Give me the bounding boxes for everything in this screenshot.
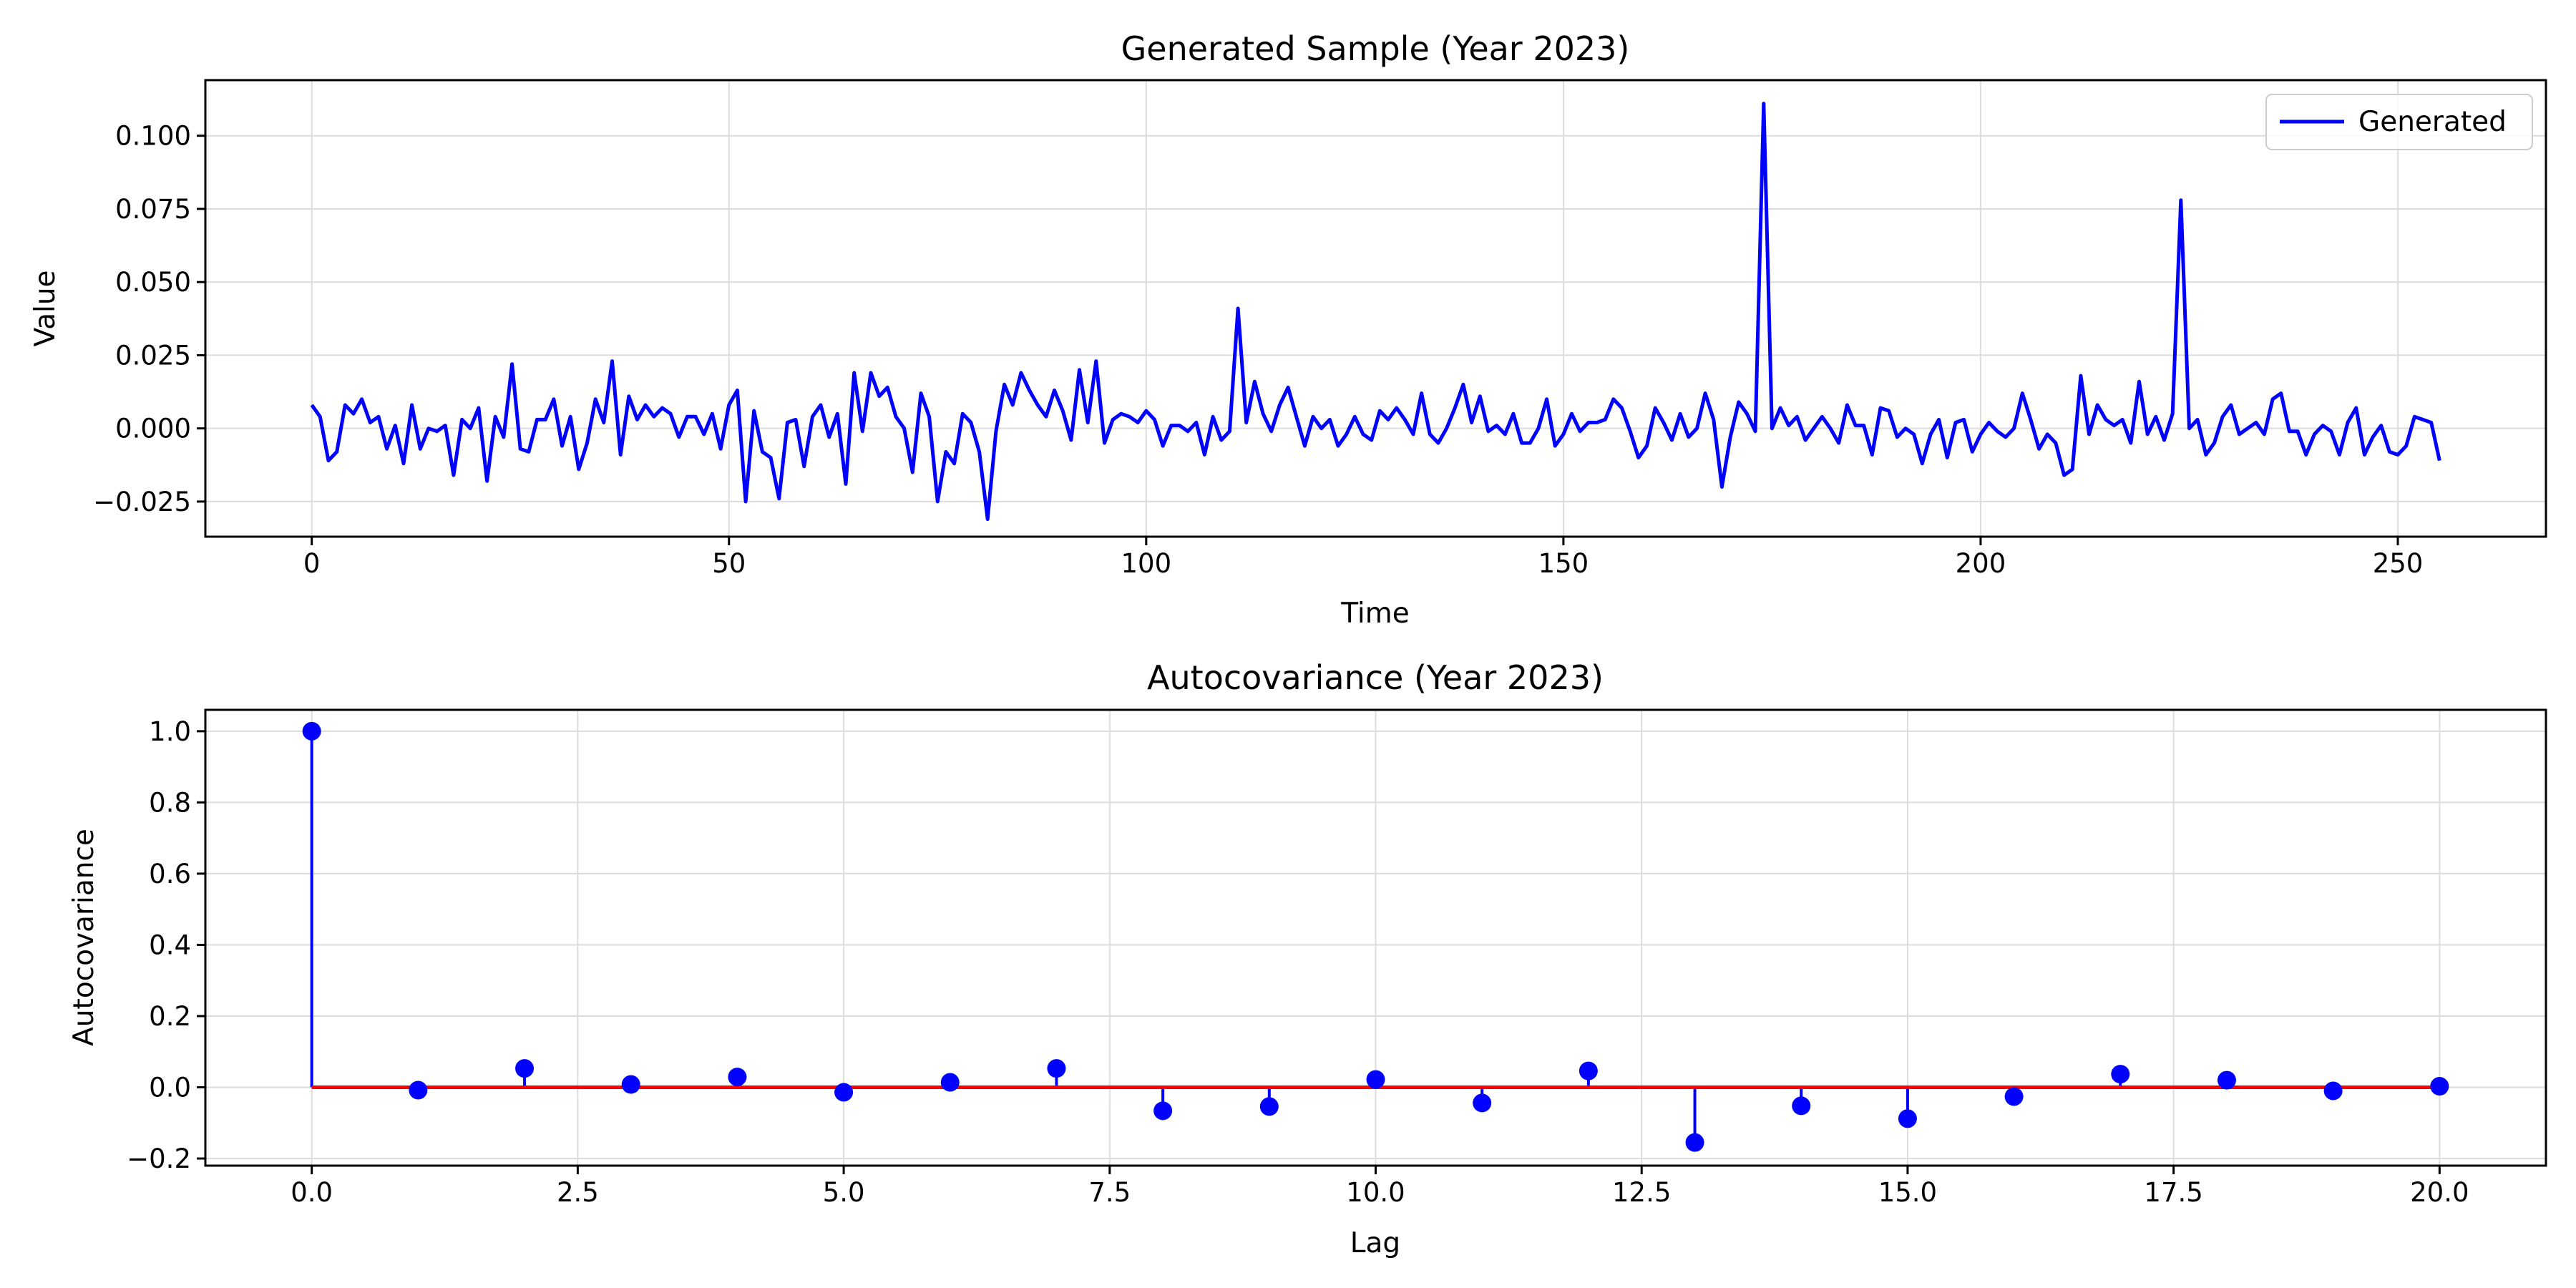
stem-marker bbox=[1579, 1061, 1598, 1080]
chart0-x-tick-label: 50 bbox=[712, 548, 746, 579]
chart1-y-tick-label: 1.0 bbox=[149, 716, 191, 747]
stem-marker bbox=[1898, 1109, 1917, 1128]
stem-marker bbox=[1366, 1070, 1385, 1089]
legend-label-generated: Generated bbox=[2358, 106, 2507, 138]
stem-marker bbox=[728, 1068, 747, 1087]
stem-marker bbox=[1685, 1133, 1704, 1152]
stem-marker bbox=[2430, 1077, 2449, 1096]
stem-marker bbox=[1153, 1101, 1173, 1121]
legend-box bbox=[2265, 94, 2533, 150]
chart0-y-tick-label: 0.025 bbox=[115, 340, 191, 371]
stem-marker bbox=[2217, 1070, 2236, 1090]
top-grid bbox=[205, 80, 2546, 537]
chart1-y-tick-label: 0.6 bbox=[149, 859, 191, 889]
stem-marker bbox=[2004, 1087, 2024, 1106]
stem-marker bbox=[940, 1073, 960, 1092]
chart1-x-tick-label: 15.0 bbox=[1878, 1177, 1937, 1208]
chart1-x-tick-label: 2.5 bbox=[557, 1177, 599, 1208]
top-ticks: 0 50 100 150 200 250 −0.025 0.000 0.025 0.050 0.07… bbox=[93, 121, 2423, 579]
autocovariance-stems bbox=[302, 721, 2449, 1152]
stem-marker bbox=[834, 1083, 854, 1102]
top-y-axis-label: Value bbox=[29, 270, 62, 346]
chart0-y-tick-label: −0.025 bbox=[93, 487, 191, 517]
stem-marker bbox=[621, 1075, 640, 1094]
chart1-y-tick-label: 0.0 bbox=[149, 1073, 191, 1103]
chart0-x-tick-label: 200 bbox=[1956, 548, 2006, 579]
stem-marker bbox=[1473, 1093, 1492, 1113]
chart1-x-tick-label: 0.0 bbox=[291, 1177, 333, 1208]
stem-marker bbox=[409, 1080, 428, 1100]
chart0-x-tick-label: 150 bbox=[1538, 548, 1589, 579]
top-x-axis-label: Time bbox=[1340, 597, 1409, 630]
chart1-x-tick-label: 12.5 bbox=[1612, 1177, 1671, 1208]
chart1-y-tick-label: 0.8 bbox=[149, 787, 191, 818]
chart0-y-tick-label: 0.100 bbox=[115, 121, 191, 152]
chart1-y-tick-label: 0.4 bbox=[149, 930, 191, 960]
stem-marker bbox=[2323, 1081, 2343, 1101]
chart0-x-tick-label: 250 bbox=[2373, 548, 2424, 579]
chart1-x-tick-label: 10.0 bbox=[1346, 1177, 1405, 1208]
chart1-x-tick-label: 17.5 bbox=[2144, 1177, 2202, 1208]
stem-marker bbox=[1259, 1097, 1279, 1116]
chart0-y-tick-label: 0.000 bbox=[115, 414, 191, 444]
chart1-y-tick-label: 0.2 bbox=[149, 1001, 191, 1032]
chart0-y-tick-label: 0.075 bbox=[115, 194, 191, 225]
bottom-x-axis-label: Lag bbox=[1350, 1227, 1400, 1259]
generated-sample-panel: 0 50 100 150 200 250 −0.025 0.000 0.025 0.050 0.07… bbox=[29, 29, 2547, 630]
chart1-x-tick-label: 7.5 bbox=[1088, 1177, 1131, 1208]
stem-marker bbox=[2111, 1065, 2130, 1084]
chart1-x-tick-label: 20.0 bbox=[2410, 1177, 2469, 1208]
legend: Generated bbox=[2265, 94, 2533, 150]
chart0-y-tick-label: 0.050 bbox=[115, 267, 191, 298]
generated-line bbox=[310, 102, 2441, 521]
chart0-x-tick-label: 0 bbox=[303, 548, 321, 579]
top-chart-title: Generated Sample (Year 2023) bbox=[1121, 29, 1630, 68]
chart0-x-tick-label: 100 bbox=[1121, 548, 1172, 579]
bottom-chart-title: Autocovariance (Year 2023) bbox=[1147, 658, 1604, 697]
chart1-x-tick-label: 5.0 bbox=[823, 1177, 865, 1208]
bottom-ticks: 0.0 2.5 5.0 7.5 10.0 12.5 15.0 17.5 20.0 −0.2 0.0 0… bbox=[127, 716, 2469, 1208]
top-axes-frame bbox=[204, 79, 2547, 538]
stem-marker bbox=[302, 721, 321, 741]
autocovariance-panel: 0.0 2.5 5.0 7.5 10.0 12.5 15.0 17.5 20.0 −0.2 0.0 0… bbox=[68, 658, 2547, 1259]
stem-marker bbox=[1047, 1059, 1066, 1078]
generated-series bbox=[310, 102, 2441, 521]
chart1-y-tick-label: −0.2 bbox=[127, 1143, 191, 1174]
bottom-y-axis-label: Autocovariance bbox=[68, 829, 100, 1046]
stem-marker bbox=[1792, 1096, 1811, 1116]
stem-marker bbox=[515, 1059, 535, 1078]
